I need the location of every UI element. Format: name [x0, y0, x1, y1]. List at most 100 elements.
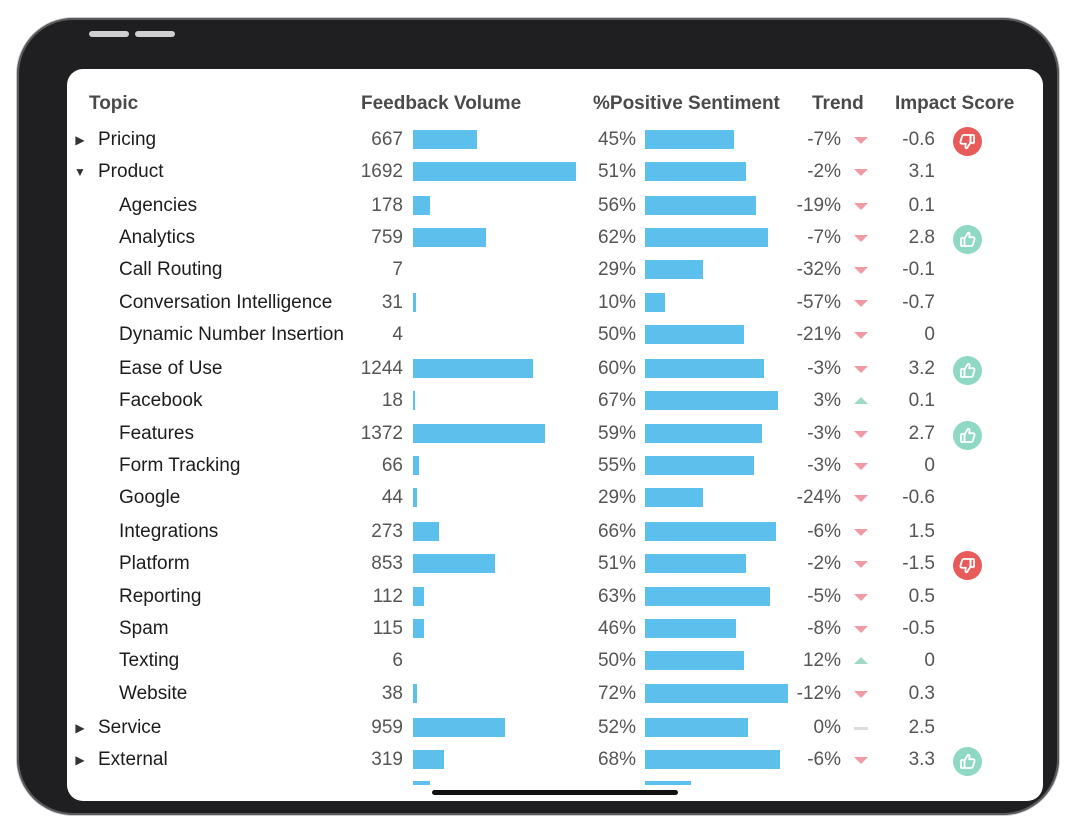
table-row[interactable]: ▶ Service 959 52% 0% 2.5 [67, 712, 1043, 744]
trend-value: -3% [807, 455, 841, 476]
sentiment-bar [645, 651, 744, 670]
table-row[interactable]: ▼ Product 1692 51% -2% 3.1 [67, 156, 1043, 188]
table-row[interactable]: Integrations 273 66% -6% 1.5 [67, 516, 1043, 548]
volume-bar [413, 684, 417, 703]
table-row[interactable]: Reporting 112 63% -5% 0.5 [67, 581, 1043, 613]
trend-value: -7% [807, 129, 841, 150]
topic-label: Texting [119, 650, 180, 671]
thumbs-down-icon[interactable] [953, 551, 982, 580]
positive-sentiment-value: 46% [597, 618, 636, 639]
trend-value: -2% [807, 161, 841, 182]
caret-right-icon[interactable]: ▶ [75, 133, 85, 147]
trend-down-icon [854, 529, 868, 536]
sentiment-bar [645, 718, 748, 737]
sentiment-bar [645, 424, 762, 443]
header-topic[interactable]: Topic [89, 93, 139, 114]
trend-value: -24% [796, 487, 841, 508]
table-row[interactable]: ▶ Pricing 667 45% -7% -0.6 [67, 124, 1043, 156]
trend-value: -3% [807, 423, 841, 444]
sentiment-bar [645, 554, 746, 573]
sentiment-bar [645, 522, 776, 541]
volume-bar [413, 196, 430, 215]
feedback-volume-value: 38 [381, 683, 403, 704]
impact-score-value: 0.1 [908, 390, 935, 411]
trend-down-icon [854, 300, 868, 307]
positive-sentiment-value: 50% [597, 324, 636, 345]
trend-value: 0% [813, 717, 841, 738]
table-row[interactable]: Texting 6 50% 12% 0 [67, 645, 1043, 677]
trend-value: -57% [796, 292, 841, 313]
thumbs-up-icon[interactable] [953, 747, 982, 776]
header-impact-score[interactable]: Impact Score [895, 93, 1015, 114]
feedback-volume-value: 959 [371, 717, 403, 738]
trend-down-icon [854, 626, 868, 633]
feedback-volume-value: 6 [392, 650, 403, 671]
table-row[interactable]: Features 1372 59% -3% 2.7 [67, 418, 1043, 450]
impact-score-value: -0.6 [902, 487, 935, 508]
impact-score-value: 0.5 [908, 586, 935, 607]
volume-bar [413, 130, 477, 149]
table-row[interactable]: Platform 853 51% -2% -1.5 [67, 548, 1043, 580]
topic-label: Call Routing [119, 259, 223, 280]
trend-down-icon [854, 561, 868, 568]
topic-label: Pricing [98, 129, 157, 150]
trend-value: -19% [796, 195, 841, 216]
impact-score-value: -0.1 [902, 259, 935, 280]
trend-value: -2% [807, 553, 841, 574]
header-positive-sentiment[interactable]: %Positive Sentiment [593, 93, 780, 114]
table-row[interactable]: Analytics 759 62% -7% 2.8 [67, 222, 1043, 254]
table-row[interactable]: Ease of Use 1244 60% -3% 3.2 [67, 353, 1043, 385]
trend-value: -6% [807, 521, 841, 542]
feedback-volume-value: 7 [392, 259, 403, 280]
thumbs-up-icon[interactable] [953, 421, 982, 450]
topic-label: Service [98, 717, 162, 738]
volume-bar [413, 619, 424, 638]
thumbs-down-icon[interactable] [953, 127, 982, 156]
table-row[interactable]: Agencies 178 56% -19% 0.1 [67, 190, 1043, 222]
positive-sentiment-value: 29% [597, 259, 636, 280]
feedback-volume-value: 18 [381, 390, 403, 411]
volume-bar [413, 359, 533, 378]
topic-label: Ease of Use [119, 358, 223, 379]
table-row[interactable]: Facebook 18 67% 3% 0.1 [67, 385, 1043, 417]
trend-down-icon [854, 332, 868, 339]
impact-score-value: 3.2 [908, 358, 935, 379]
thumbs-up-icon[interactable] [953, 225, 982, 254]
header-feedback-volume[interactable]: Feedback Volume [361, 93, 522, 114]
table-row[interactable]: Spam 115 46% -8% -0.5 [67, 613, 1043, 645]
home-indicator[interactable] [432, 790, 678, 795]
impact-score-value: 3.1 [908, 161, 935, 182]
table-row[interactable]: Google 44 29% -24% -0.6 [67, 482, 1043, 514]
feedback-volume-value: 1372 [360, 423, 403, 444]
volume-bar [413, 522, 439, 541]
sentiment-bar [645, 488, 703, 507]
table-row[interactable]: Dynamic Number Insertion 4 50% -21% 0 [67, 319, 1043, 351]
table-row[interactable]: Conversation Intelligence 31 10% -57% -0.7 [67, 287, 1043, 319]
impact-score-value: 0 [924, 650, 935, 671]
caret-down-icon[interactable]: ▼ [74, 165, 86, 179]
volume-bar [413, 162, 576, 181]
sentiment-bar [645, 260, 703, 279]
volume-button [89, 31, 129, 37]
sentiment-bar [645, 293, 665, 312]
caret-right-icon[interactable]: ▶ [75, 721, 85, 735]
sentiment-bar [645, 391, 778, 410]
trend-down-icon [854, 137, 868, 144]
caret-right-icon[interactable]: ▶ [75, 753, 85, 767]
table-row[interactable]: Call Routing 7 29% -32% -0.1 [67, 254, 1043, 286]
table-row[interactable]: Form Tracking 66 55% -3% 0 [67, 450, 1043, 482]
trend-value: -7% [807, 227, 841, 248]
trend-value: -5% [807, 586, 841, 607]
thumbs-up-icon[interactable] [953, 356, 982, 385]
volume-button [135, 31, 175, 37]
sentiment-bar [645, 456, 754, 475]
impact-score-value: 0 [924, 324, 935, 345]
trend-up-icon [854, 397, 868, 404]
table-row[interactable]: ▶ External 319 68% -6% 3.3 [67, 744, 1043, 776]
header-trend[interactable]: Trend [812, 93, 864, 114]
table-row[interactable]: Website 38 72% -12% 0.3 [67, 678, 1043, 710]
volume-bar [413, 488, 417, 507]
feedback-volume-value: 178 [371, 195, 403, 216]
trend-value: 12% [802, 650, 841, 671]
trend-down-icon [854, 431, 868, 438]
